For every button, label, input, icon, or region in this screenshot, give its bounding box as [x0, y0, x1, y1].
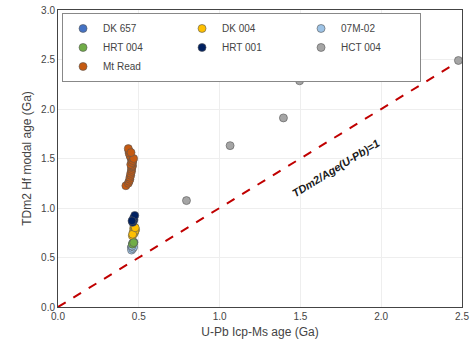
svg-text:DK 004: DK 004: [222, 23, 256, 34]
svg-text:TDm2/Age(U-Pb)=1: TDm2/Age(U-Pb)=1: [290, 137, 381, 199]
svg-text:HRT 004: HRT 004: [103, 42, 143, 53]
svg-text:0.5: 0.5: [132, 311, 146, 322]
svg-text:2.5: 2.5: [455, 311, 469, 322]
svg-text:1.5: 1.5: [41, 153, 55, 164]
svg-text:3.0: 3.0: [41, 5, 55, 16]
svg-text:07M-02: 07M-02: [341, 23, 375, 34]
svg-text:1.5: 1.5: [293, 311, 307, 322]
svg-text:U-Pb Icp-Ms age (Ga): U-Pb Icp-Ms age (Ga): [201, 325, 318, 339]
svg-text:HRT 001: HRT 001: [222, 42, 262, 53]
svg-text:0.0: 0.0: [51, 311, 65, 322]
svg-text:2.5: 2.5: [41, 54, 55, 65]
svg-text:1.0: 1.0: [213, 311, 227, 322]
svg-text:HCT 004: HCT 004: [341, 42, 381, 53]
svg-text:0.0: 0.0: [41, 302, 55, 313]
svg-text:Mt Read: Mt Read: [103, 61, 141, 72]
svg-text:1.0: 1.0: [41, 203, 55, 214]
svg-text:2.0: 2.0: [374, 311, 388, 322]
svg-text:0.5: 0.5: [41, 252, 55, 263]
svg-text:DK 657: DK 657: [103, 23, 137, 34]
svg-text:2.0: 2.0: [41, 104, 55, 115]
svg-text:TDm2 Hf modal age (Ga): TDm2 Hf modal age (Ga): [20, 91, 34, 226]
